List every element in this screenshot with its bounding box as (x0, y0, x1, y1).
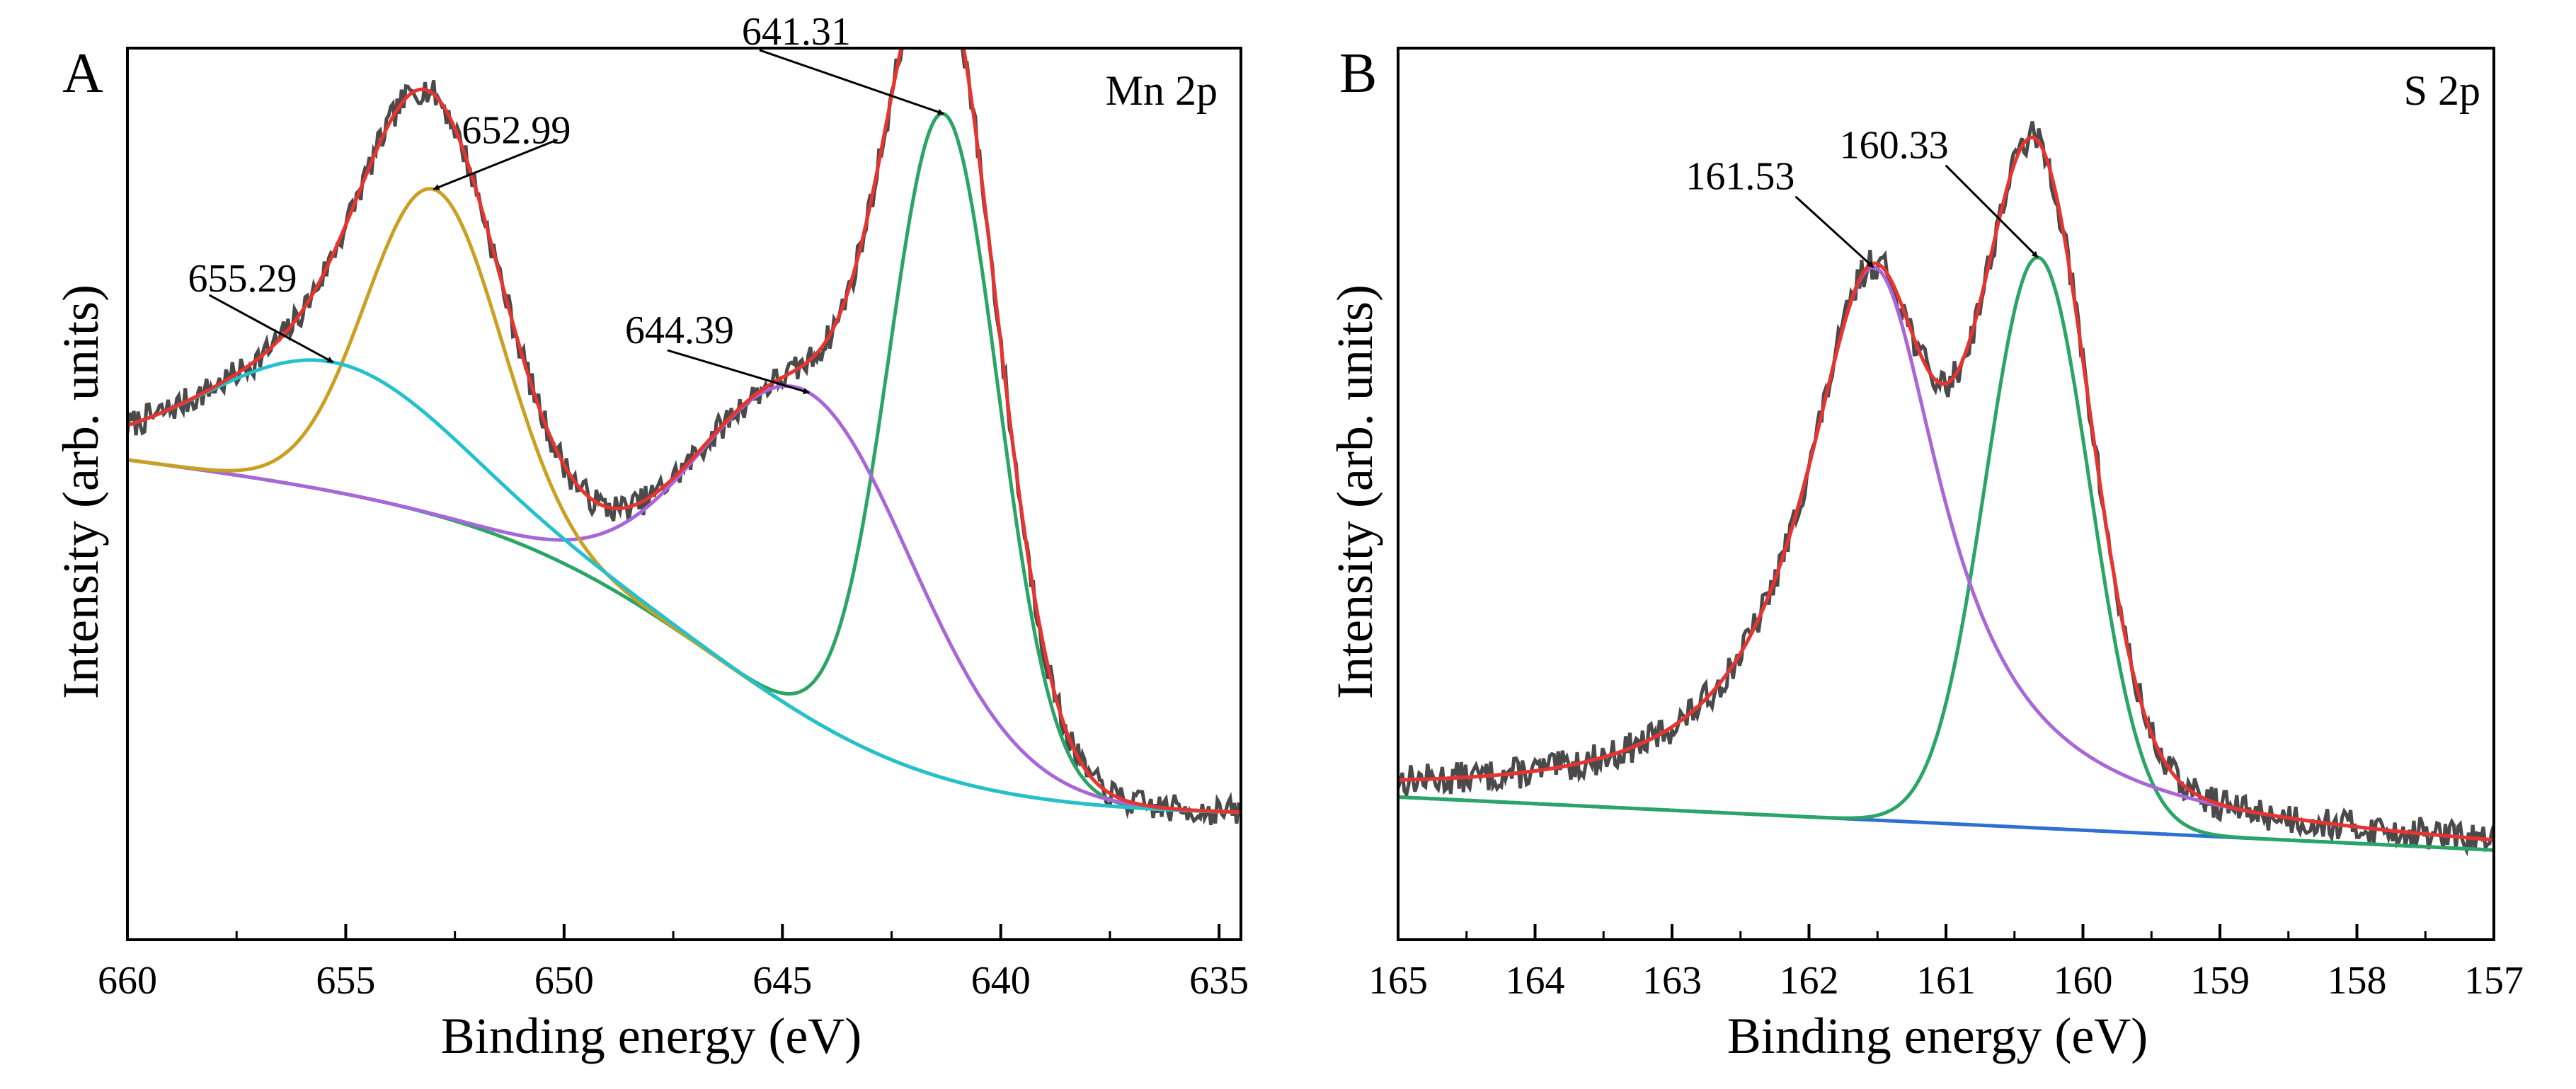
peak-label-652-99: 652.99 (462, 109, 571, 153)
panel-b-x-tick-label: 162 (1780, 959, 1839, 1003)
panel-b-x-tick-label: 158 (2328, 959, 2387, 1003)
panel-b-s2p: B S 2p Binding energy (eV) Intensity (ar… (1327, 42, 2524, 1064)
panel-a-raw-data-line (127, 48, 1241, 826)
panel-b-x-tick-label: 157 (2464, 959, 2524, 1003)
panel-a-annotation-arrow (433, 139, 558, 190)
panel-b-raw-data-line (1398, 121, 2494, 857)
panel-b-x-tick-label: 160 (2054, 959, 2113, 1003)
panel-b-x-tick-label: 159 (2190, 959, 2250, 1003)
panel-a-envelope-fit-line (127, 48, 1241, 814)
panel-a-letter: A (62, 42, 103, 105)
panel-b-annotations: 160.33 161.53 (1685, 124, 2039, 268)
panel-a-x-tick-label: 640 (971, 959, 1031, 1003)
panel-b-letter: B (1339, 42, 1377, 105)
panel-b-x-axis-title: Binding energy (eV) (1727, 1008, 2148, 1064)
panel-a-x-tick-label: 655 (316, 959, 375, 1003)
panel-b-element-label: S 2p (2404, 67, 2480, 114)
panel-b-plot-area (1398, 121, 2494, 857)
panel-b-x-tick-label: 163 (1642, 959, 1702, 1003)
panel-a-frame (126, 47, 1242, 941)
panel-b-y-axis-title: Intensity (arb. units) (1327, 284, 1383, 699)
peak-label-161-53: 161.53 (1685, 155, 1794, 199)
panel-a-x-tick-label: 660 (98, 959, 157, 1003)
panel-a-x-tick-label: 650 (534, 959, 594, 1003)
panel-b-annotation-arrow (1794, 195, 1874, 268)
panel-b-frame (1397, 47, 2495, 941)
panel-a-x-tick-label: 645 (752, 959, 812, 1003)
peak-label-644-39: 644.39 (625, 309, 734, 352)
panel-a-component-mn-2p1-2-satellite (127, 358, 1241, 814)
panel-b-x-ticks: 165 164 163 162 161 160 159 158 157 (1368, 924, 2524, 1003)
panel-a-element-label: Mn 2p (1106, 67, 1218, 114)
panel-a-annotations: 641.31 644.39 652.99 655.29 (188, 10, 944, 394)
panel-a-annotation-arrow (759, 49, 944, 115)
panel-a-y-axis-title: Intensity (arb. units) (52, 284, 109, 699)
peak-label-641-31: 641.31 (742, 10, 851, 54)
panel-b-component-s-2p3-2 (1398, 255, 2494, 852)
panel-b-x-tick-label: 164 (1506, 959, 1565, 1003)
panel-a-x-ticks: 660 655 650 645 640 635 (98, 924, 1249, 1003)
panel-a-x-axis-title: Binding energy (eV) (441, 1008, 862, 1064)
panel-b-envelope-fit-line (1398, 135, 2494, 842)
panel-a-mn2p: A Mn 2p Binding energy (eV) Intensity (a… (52, 10, 1249, 1064)
panel-b-series-group (1398, 121, 2494, 857)
panel-a-annotation-arrow (667, 349, 810, 394)
panel-a-x-tick-label: 635 (1189, 959, 1249, 1003)
peak-label-655-29: 655.29 (188, 257, 297, 301)
peak-label-160-33: 160.33 (1840, 124, 1949, 168)
panel-b-annotation-arrow (1945, 164, 2039, 258)
panel-a-annotation-arrow (208, 294, 334, 364)
panel-a-series-group (127, 48, 1241, 826)
panel-a-plot-area (127, 48, 1241, 826)
panel-a-component-mn-2p3-2-satellite (127, 384, 1241, 814)
panel-b-x-tick-label: 161 (1916, 959, 1976, 1003)
panel-b-x-tick-label: 165 (1368, 959, 1428, 1003)
